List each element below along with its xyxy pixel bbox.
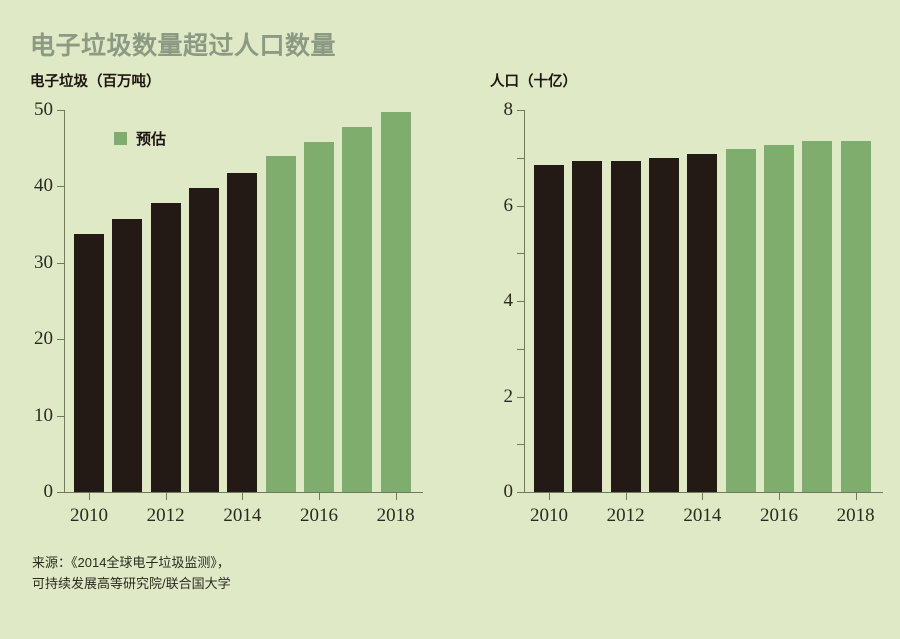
x-axis-line — [524, 492, 883, 493]
x-axis-tick — [625, 492, 627, 500]
source-line-1: 来源：《2014全球电子垃圾监测》， — [32, 555, 230, 570]
bar — [534, 164, 564, 492]
x-axis-tick — [549, 492, 550, 500]
bar — [150, 203, 181, 492]
bar — [74, 233, 104, 492]
x-axis-tick — [779, 492, 780, 500]
y-axis-minor-tick — [517, 348, 524, 350]
bar — [304, 142, 334, 492]
x-axis-label: 2012 — [606, 505, 645, 526]
y-axis-tick — [57, 110, 64, 111]
bar — [840, 140, 871, 492]
y-axis-label: 40 — [34, 175, 53, 197]
y-axis-label: 20 — [34, 328, 53, 350]
y-axis-label: 10 — [34, 404, 53, 426]
bar-group-population — [490, 110, 890, 492]
bar — [342, 126, 373, 492]
y-axis-tick — [57, 339, 64, 341]
x-axis-label: 2014 — [683, 505, 722, 526]
x-axis-tick — [242, 492, 244, 500]
y-axis-label: 6 — [503, 194, 514, 216]
y-axis-label: 4 — [503, 290, 514, 311]
y-axis-tick — [517, 205, 524, 207]
y-axis-tick — [517, 110, 524, 111]
x-axis-label: 2016 — [760, 505, 798, 526]
x-axis-tick — [702, 492, 704, 500]
x-axis-label: 2018 — [376, 505, 415, 526]
y-axis-line — [64, 110, 65, 492]
chart-title-population: 人口（十亿） — [490, 74, 577, 90]
y-axis-label: 8 — [503, 99, 514, 120]
x-axis-label: 2012 — [146, 505, 185, 526]
x-axis-tick — [855, 492, 857, 500]
y-axis-label: 0 — [43, 481, 54, 502]
y-axis-minor-tick — [517, 444, 524, 446]
y-axis-tick — [57, 262, 64, 264]
legend-projected: 预估 — [114, 128, 166, 149]
legend-label: 预估 — [136, 131, 167, 148]
x-axis-label: 2016 — [300, 505, 338, 526]
x-axis-tick — [165, 492, 167, 500]
bar — [802, 140, 833, 492]
y-axis-tick — [57, 492, 64, 493]
y-axis-minor-tick — [517, 253, 524, 255]
bar — [687, 153, 718, 492]
y-axis-tick — [57, 186, 64, 188]
chart-title-ewaste: 电子垃圾（百万吨） — [30, 74, 161, 90]
x-axis-label: 2010 — [530, 505, 568, 526]
y-axis-label: 0 — [503, 481, 514, 502]
y-axis-label: 30 — [34, 251, 53, 273]
bar — [725, 149, 756, 492]
page-title: 电子垃圾数量超过人口数量 — [30, 33, 337, 60]
bar-group-ewaste — [30, 110, 430, 492]
source-line-2: 可持续发展高等研究院/联合国大学 — [32, 576, 231, 591]
chart-panel-population: 人口（十亿） 0 2 4 6 8 2010 2012 2014 2016 2018 — [490, 72, 890, 526]
x-axis-tick — [319, 492, 320, 500]
bar — [764, 144, 794, 492]
legend-swatch-icon — [114, 132, 127, 145]
x-axis-line — [64, 492, 423, 493]
y-axis-minor-tick — [517, 157, 524, 159]
y-axis-tick — [517, 301, 524, 302]
y-axis-tick — [517, 492, 524, 493]
x-axis-label: 2014 — [223, 505, 262, 526]
bar — [380, 111, 411, 492]
plot-area-population: 0 2 4 6 8 2010 2012 2014 2016 2018 — [490, 99, 890, 526]
bar — [112, 218, 143, 492]
x-axis-label: 2018 — [836, 505, 875, 526]
chart-panel-ewaste: 电子垃圾（百万吨） 预估 0 10 20 30 40 50 2010 2012 2014 2016… — [30, 72, 430, 526]
y-axis-tick — [517, 396, 524, 398]
bar — [227, 172, 258, 492]
plot-area-ewaste: 预估 0 10 20 30 40 50 2010 2012 2014 2016 2018 — [30, 99, 430, 526]
y-axis-line — [524, 110, 525, 492]
x-axis-label: 2010 — [70, 505, 108, 526]
x-axis-tick — [395, 492, 397, 500]
bar — [572, 161, 603, 492]
bar — [610, 160, 641, 492]
x-axis-tick — [89, 492, 90, 500]
y-axis-label: 50 — [34, 99, 53, 120]
y-axis-tick — [57, 415, 64, 417]
y-axis-label: 2 — [503, 385, 514, 407]
source-note: 来源：《2014全球电子垃圾监测》， 可持续发展高等研究院/联合国大学 — [32, 552, 231, 594]
bar — [265, 155, 296, 492]
bar — [189, 187, 219, 492]
bar — [649, 157, 679, 492]
